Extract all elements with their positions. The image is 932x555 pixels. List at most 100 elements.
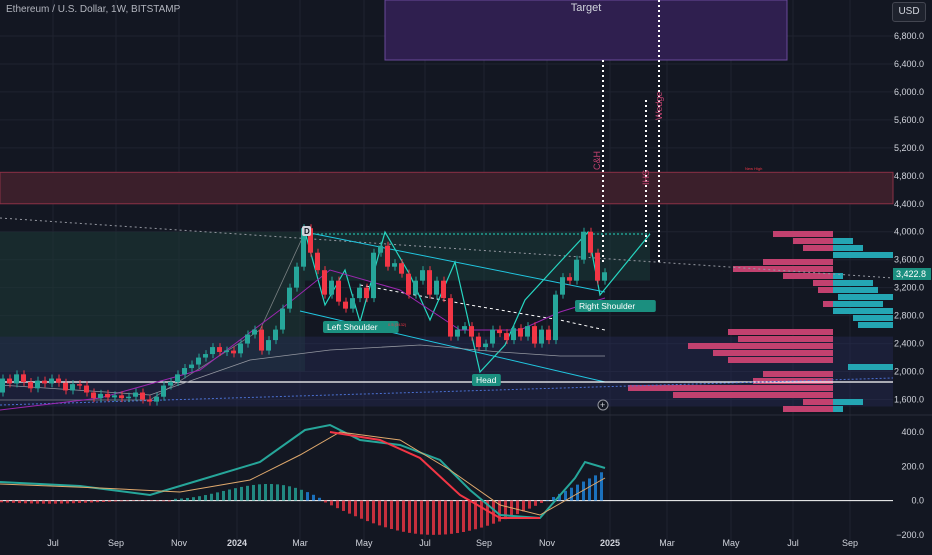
candle-down [259, 330, 264, 351]
candle-down [504, 333, 509, 340]
candle-up [14, 374, 19, 383]
candle-down [7, 379, 12, 384]
candle-up [70, 384, 75, 390]
volume-profile-bar [763, 259, 833, 265]
volume-profile-bar [763, 371, 833, 377]
candle-up [266, 340, 271, 350]
x-tick-label: 2024 [227, 538, 247, 548]
volume-profile-bar [833, 308, 893, 314]
y-tick-label: 4,400.0 [894, 199, 924, 209]
x-tick-label: Jul [47, 538, 59, 548]
volume-profile-bar [793, 238, 833, 244]
candle-down [595, 253, 600, 281]
signal-line [0, 432, 605, 515]
candle-down [231, 351, 236, 354]
candle-down [532, 326, 537, 343]
macd-histogram-bar [348, 501, 351, 514]
candle-down [406, 274, 411, 295]
macd-histogram-bar [252, 485, 255, 501]
macd-histogram-bar [96, 501, 99, 503]
macd-y-tick-label: 200.0 [901, 461, 924, 471]
candle-up [35, 381, 40, 389]
macd-histogram-bar [162, 501, 165, 502]
candle-down [105, 394, 110, 397]
macd-histogram-bar [312, 495, 315, 501]
macd-histogram-bar [114, 501, 117, 502]
candle-up [210, 347, 215, 354]
currency-button[interactable]: USD [892, 2, 926, 22]
x-tick-label: Jul [419, 538, 431, 548]
macd-histogram-bar [54, 501, 57, 504]
volume-profile-bar [728, 329, 833, 335]
x-tick-label: Sep [842, 538, 858, 548]
y-tick-label: 4,000.0 [894, 227, 924, 237]
candle-up [238, 344, 243, 354]
macd-histogram-bar [420, 501, 423, 535]
volume-profile-bar [713, 350, 833, 356]
ihs-label: IHS [641, 170, 651, 185]
candle-up [196, 358, 201, 365]
macd-histogram-bar [306, 492, 309, 500]
candle-down [448, 298, 453, 336]
chart-title: Ethereum / U.S. Dollar, 1W, BITSTAMP [6, 4, 180, 15]
cah-label: C&H [592, 151, 602, 170]
candle-down [217, 347, 222, 352]
candle-up [273, 330, 278, 340]
volume-profile-bar [738, 336, 833, 342]
macd-histogram-bar [102, 501, 105, 502]
macd-histogram-bar [396, 501, 399, 531]
candle-up [112, 395, 117, 397]
macd-histogram-bar [384, 501, 387, 528]
candle-down [147, 400, 152, 402]
macd-histogram-bar [270, 484, 273, 501]
candle-up [560, 277, 565, 294]
y-tick-label: 6,800.0 [894, 31, 924, 41]
macd-histogram-bar [282, 485, 285, 500]
volume-profile-bar [783, 273, 833, 279]
macd-histogram-bar [240, 487, 243, 501]
macd-histogram-bar [168, 501, 171, 502]
volume-profile-bar [858, 322, 893, 328]
macd-histogram-bar [402, 501, 405, 532]
wedge-label: Wedge [654, 92, 664, 120]
macd-histogram-bar [438, 501, 441, 535]
volume-profile-bar [818, 287, 833, 293]
macd-histogram-bar [450, 501, 453, 534]
macd-histogram-bar [6, 501, 9, 503]
macd-histogram-bar [48, 501, 51, 504]
macd-histogram-bar [258, 484, 261, 500]
candle-up [287, 288, 292, 309]
y-tick-label: 2,000.0 [894, 367, 924, 377]
macd-histogram-bar [24, 501, 27, 504]
y-tick-label: 3,600.0 [894, 255, 924, 265]
macd-y-tick-label: 400.0 [901, 427, 924, 437]
candle-up [329, 281, 334, 295]
macd-histogram-bar [294, 488, 297, 501]
macd-histogram-bar [12, 501, 15, 503]
macd-histogram-bar [78, 501, 81, 503]
volume-profile-bar [673, 392, 833, 398]
macd-histogram-bar [426, 501, 429, 535]
macd-histogram-bar [360, 501, 363, 519]
macd-histogram-bar [468, 501, 471, 531]
candle-down [336, 281, 341, 302]
x-tick-label: Mar [292, 538, 308, 548]
macd-histogram-bar [30, 501, 33, 504]
candle-up [392, 263, 397, 266]
candle-down [77, 384, 82, 386]
macd-histogram-bar [492, 501, 495, 524]
candle-up [161, 386, 166, 397]
macd-histogram-bar [60, 501, 63, 504]
volume-profile-bar [783, 406, 833, 412]
macd-histogram-bar [234, 488, 237, 500]
y-tick-label: 6,000.0 [894, 87, 924, 97]
macd-histogram-bar [264, 484, 267, 501]
candle-up [413, 281, 418, 295]
candle-up [182, 368, 187, 374]
candle-down [469, 326, 474, 336]
y-tick-label: 4,800.0 [894, 171, 924, 181]
candle-down [343, 302, 348, 309]
macd-histogram-bar [222, 491, 225, 501]
